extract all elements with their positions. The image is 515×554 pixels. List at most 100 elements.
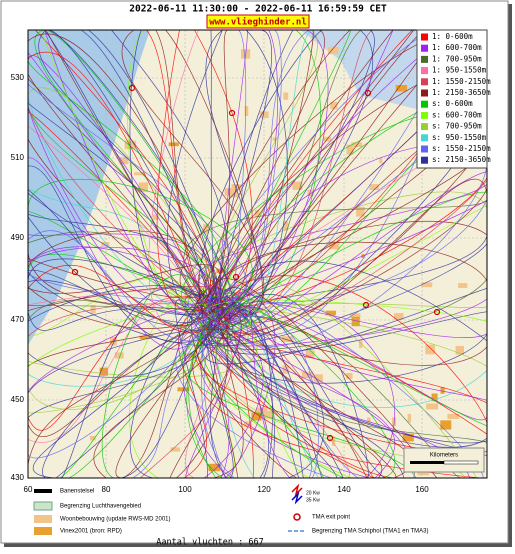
flight-track bbox=[37, 30, 233, 310]
flight-track bbox=[115, 302, 235, 478]
flight-track bbox=[28, 308, 207, 331]
legend-swatch bbox=[421, 156, 428, 164]
urban-area bbox=[351, 316, 360, 327]
urban-area bbox=[350, 313, 361, 319]
urban-area bbox=[203, 224, 209, 234]
flight-track bbox=[210, 30, 288, 330]
runway-swatch bbox=[34, 489, 52, 493]
urban-area bbox=[138, 182, 149, 193]
noise-icon bbox=[291, 491, 303, 505]
flight-track bbox=[189, 303, 312, 478]
legend-label: 1: 600-700m bbox=[432, 43, 482, 52]
flight-track bbox=[132, 309, 221, 478]
flight-track bbox=[218, 295, 319, 478]
urban-area bbox=[139, 335, 151, 340]
urban-area bbox=[185, 292, 192, 298]
urban-area bbox=[346, 144, 354, 155]
legend-label: s: 2150-3650m bbox=[432, 155, 491, 164]
flight-track bbox=[38, 30, 215, 315]
noise-label: 20 Kw bbox=[306, 490, 320, 496]
urban-area bbox=[440, 420, 452, 430]
flight-track bbox=[199, 205, 487, 332]
urban-area bbox=[208, 463, 221, 472]
x-tick-label: 80 bbox=[102, 485, 111, 494]
urban-area bbox=[330, 102, 338, 110]
flight-track bbox=[28, 228, 214, 301]
flight-track bbox=[222, 30, 375, 315]
flight-track bbox=[207, 299, 487, 327]
tma-exit-point bbox=[326, 434, 334, 442]
urban-area bbox=[325, 310, 336, 316]
tma-exit-point bbox=[71, 268, 79, 276]
legend-box bbox=[416, 29, 488, 169]
flight-track bbox=[218, 322, 382, 478]
flight-track bbox=[28, 52, 226, 327]
map-border bbox=[27, 29, 488, 479]
flight-track bbox=[28, 175, 213, 297]
urban-area bbox=[281, 336, 294, 343]
flight-track bbox=[28, 111, 229, 321]
flight-track bbox=[185, 292, 235, 478]
urban-area bbox=[329, 241, 340, 250]
urban-area bbox=[332, 436, 336, 446]
flight-track bbox=[218, 30, 278, 298]
flight-track bbox=[28, 329, 206, 394]
legend-swatch bbox=[421, 67, 428, 75]
tma-exit-point bbox=[232, 273, 240, 281]
flight-track bbox=[203, 322, 226, 478]
flight-track bbox=[28, 80, 208, 319]
legend-swatch bbox=[421, 55, 428, 63]
flight-track bbox=[52, 288, 201, 478]
urban-area bbox=[402, 433, 414, 442]
flight-track bbox=[28, 184, 226, 305]
flight-track bbox=[208, 30, 226, 306]
legend-label: s: 1550-2150m bbox=[432, 144, 491, 153]
tma-exit-icon bbox=[293, 513, 301, 521]
tma-exit-point bbox=[228, 109, 236, 117]
flight-track bbox=[155, 30, 216, 314]
flight-track bbox=[101, 274, 205, 478]
flight-track bbox=[221, 277, 323, 478]
flight-track bbox=[213, 191, 487, 304]
flight-track bbox=[199, 321, 487, 443]
flight-track bbox=[207, 30, 309, 325]
noise-icon bbox=[291, 483, 303, 497]
flight-track bbox=[222, 30, 247, 341]
flight-track bbox=[218, 30, 248, 316]
legend-label: 1: 1550-2150m bbox=[432, 77, 491, 86]
flight-track bbox=[227, 310, 324, 478]
urban-area bbox=[90, 435, 96, 441]
tma-exit-point bbox=[364, 89, 372, 97]
flight-track bbox=[205, 30, 265, 317]
map bbox=[28, 30, 487, 478]
flight-count: Aantal vluchten : 667 bbox=[156, 538, 263, 548]
flight-track bbox=[210, 292, 227, 478]
urban-area bbox=[228, 187, 238, 198]
urban-area bbox=[237, 252, 242, 257]
flight-track bbox=[223, 199, 487, 303]
legend-swatch bbox=[421, 44, 428, 52]
legend-label: 1: 700-950m bbox=[432, 54, 482, 63]
airport-swatch bbox=[33, 501, 53, 511]
y-tick-label: 470 bbox=[11, 315, 25, 324]
flight-track bbox=[28, 100, 218, 295]
flight-track bbox=[186, 327, 305, 478]
legend-swatch bbox=[421, 100, 428, 108]
flight-track bbox=[214, 30, 394, 323]
noise-label: 35 Kw bbox=[306, 497, 320, 503]
flight-track bbox=[219, 192, 487, 318]
urban-area bbox=[421, 282, 433, 288]
footer-legend: Banenstelsel Begrenzing Luchthavengebied W… bbox=[33, 483, 429, 548]
x-tick-label: 140 bbox=[337, 485, 351, 494]
x-tick-label: 120 bbox=[257, 485, 271, 494]
flight-track bbox=[148, 30, 209, 328]
urban-area bbox=[395, 85, 408, 92]
axis-labels: 530 510 490 470 450 430 60 80 100 120 140 160 bbox=[11, 73, 430, 494]
urban-area bbox=[272, 137, 277, 141]
y-tick-label: 510 bbox=[11, 153, 25, 162]
y-tick-label: 430 bbox=[11, 473, 25, 482]
flight-track bbox=[223, 319, 369, 478]
x-tick-label: 60 bbox=[24, 485, 33, 494]
urban-area bbox=[134, 172, 146, 176]
